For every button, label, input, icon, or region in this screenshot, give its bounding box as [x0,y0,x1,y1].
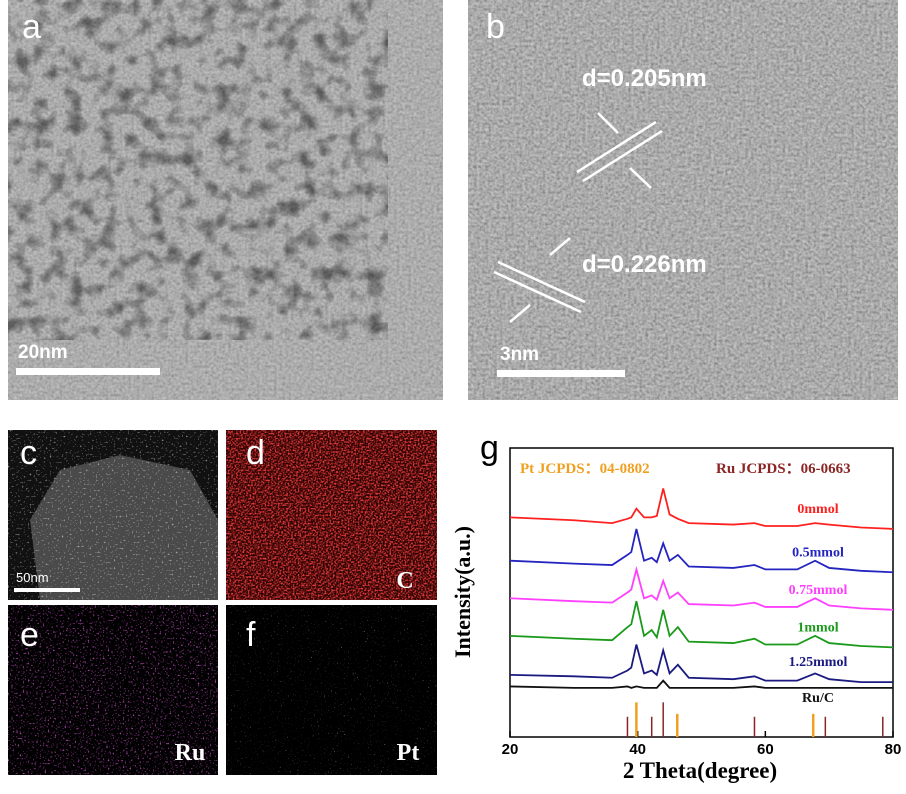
spectrum-line [509,528,894,574]
annotation: d=0.226nm [582,251,707,278]
scale-bar [14,588,80,592]
series-label: 0.5mmol [792,545,844,560]
x-tick-label: 40 [629,741,646,758]
reference-legend: Pt JCPDS：04-0802 [520,461,650,477]
panel-e: e Ru [8,605,218,775]
scale-bar [16,368,160,375]
spectrum-line [509,679,893,689]
element-label: Pt [397,740,420,766]
spectrum-line [509,644,893,683]
panel-c: c 50nm [8,430,218,600]
scale-bar-label: 20nm [18,342,68,363]
series-label: 1.25mmol [789,655,848,670]
element-label: C [396,568,413,594]
fringe-lines [493,112,663,323]
panel-label: d [246,434,265,472]
series-label: 0mmol [797,502,838,517]
spectrum-line [509,488,894,530]
spectrum-line [509,600,894,649]
element-label: Ru [175,740,206,766]
panel-d: d C [226,430,437,600]
reference-legend: Ru JCPDS：06-0663 [716,461,851,477]
panel-label: a [22,8,41,46]
y-axis-label: Intensity(a.u.) [450,526,475,658]
panel-f: f Pt [226,605,437,775]
panel-label: b [486,8,505,46]
plot-frame [509,447,894,738]
panel-label: c [20,434,37,472]
series-label: 1mmol [797,620,838,635]
spectrum-line [509,565,894,611]
annotation: d=0.205nm [582,65,707,92]
panel-label: g [480,429,499,467]
x-tick-label: 80 [885,741,902,758]
panel-b: b d=0.205nm d=0.226nm 3nm [468,0,898,400]
x-tick-label: 60 [757,741,774,758]
panel-a: a 20nm [8,0,443,400]
x-axis-label: 2 Theta(degree) [623,758,777,783]
series-label: Ru/C [802,691,834,706]
scale-bar [497,370,625,377]
scale-bar-label: 50nm [16,570,49,585]
panel-label: e [20,616,39,654]
series-label: 0.75mmol [789,583,848,598]
xrd-chart: g 2 Theta(degree) Intensity(a.u.) 20 40 60… [450,429,901,783]
panel-label: f [246,616,256,654]
scale-bar-label: 3nm [500,344,539,365]
x-tick-label: 20 [502,741,519,758]
